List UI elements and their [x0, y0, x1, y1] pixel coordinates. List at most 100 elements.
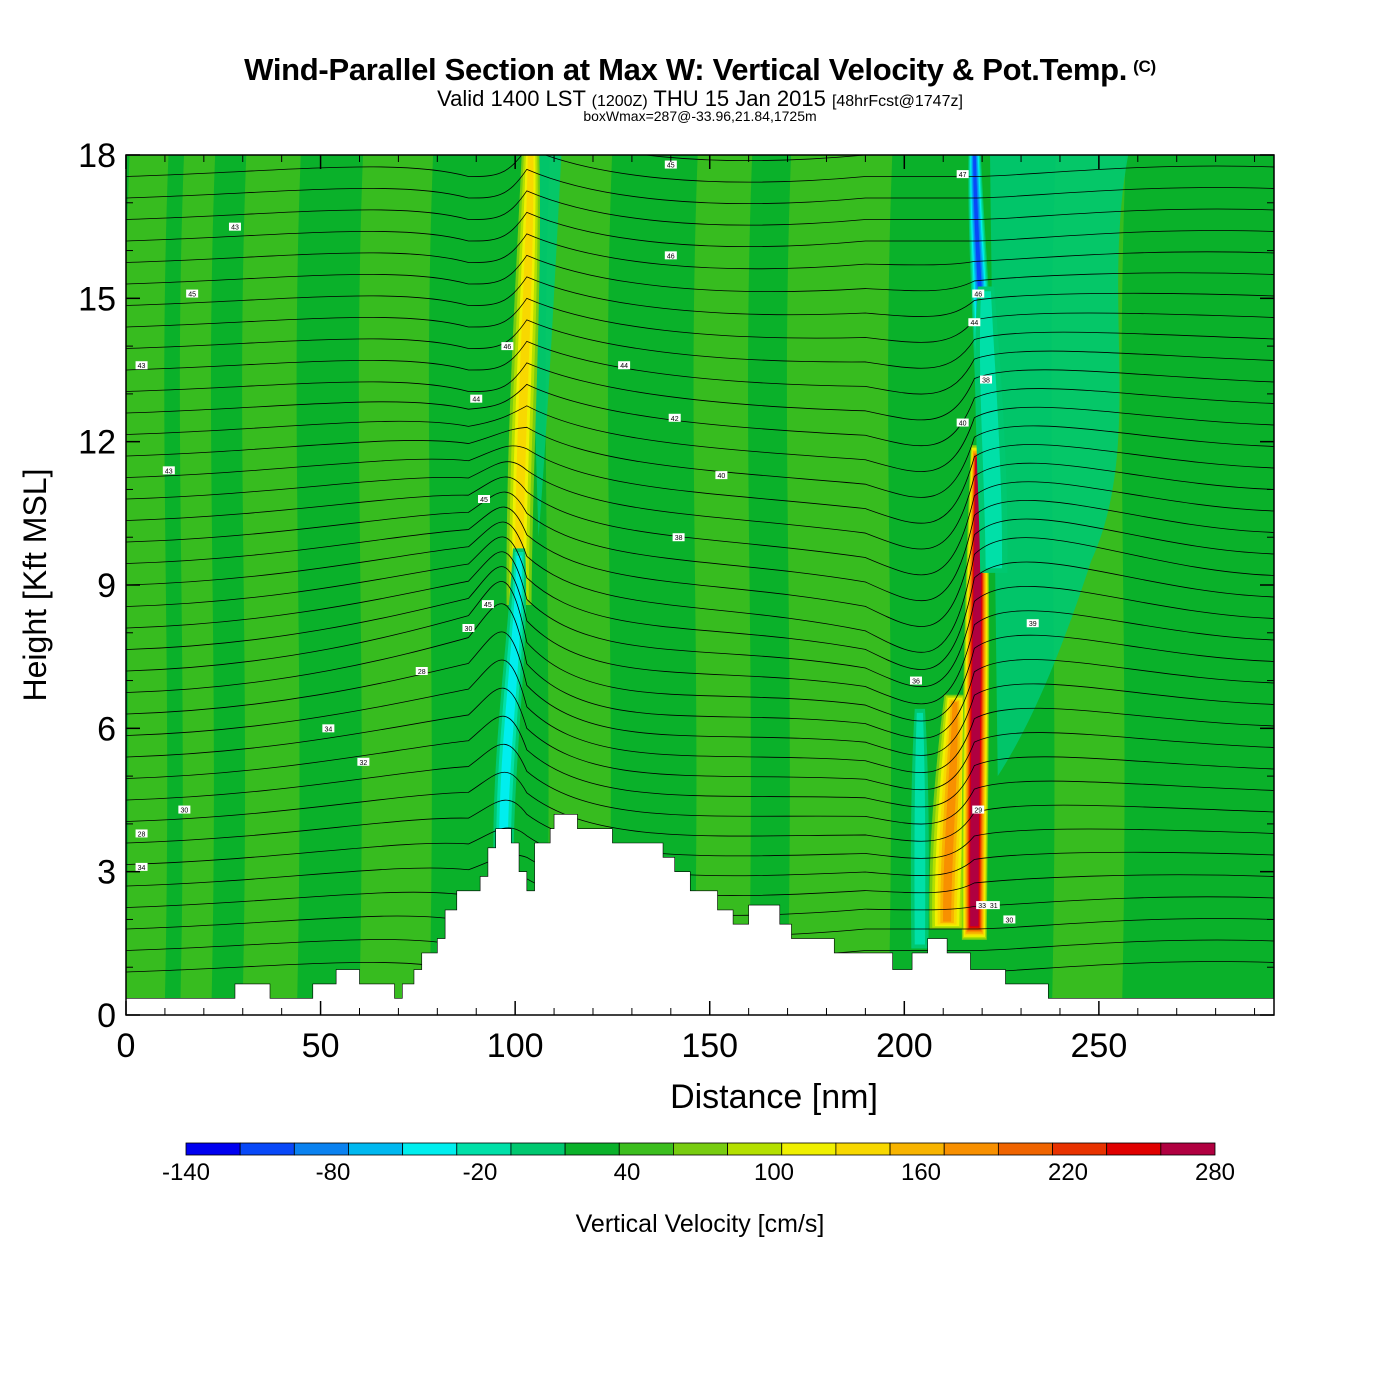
theta-contour-line	[126, 168, 1274, 205]
contour-label: 47	[956, 170, 969, 179]
theta-contour-line	[126, 444, 1274, 524]
colorbar-tick-label: -20	[463, 1159, 498, 1186]
contour-label-bg	[228, 222, 241, 231]
contour-label-bg	[478, 495, 491, 503]
contour-label-text: 45	[667, 163, 675, 170]
contour-label-bg	[470, 394, 483, 403]
contour-label-text: 28	[418, 669, 426, 676]
contour-label-bg	[956, 170, 969, 179]
contour-label-text: 36	[912, 679, 920, 686]
contour-label-bg	[972, 289, 985, 298]
colorbar-tick-label: 100	[754, 1159, 794, 1186]
contour-label: 29	[972, 805, 985, 815]
contour-label-bg	[481, 600, 494, 609]
colorbar-swatch	[1052, 1142, 1108, 1156]
contour-label-text: 30	[1005, 917, 1013, 924]
theta-contour-line	[126, 155, 1274, 183]
downdraft-plume	[979, 291, 1003, 569]
chart-title: Wind-Parallel Section at Max W: Vertical…	[0, 52, 1400, 88]
contour-label: 45	[481, 600, 494, 609]
contour-label: 34	[135, 862, 148, 872]
contour-label-bg	[972, 805, 985, 814]
contour-label: 34	[322, 724, 335, 733]
colorbar-swatch	[564, 1142, 620, 1156]
downdraft-plume	[499, 555, 522, 849]
theta-contour-line	[126, 521, 1274, 653]
contour-label-text: 46	[503, 344, 511, 351]
y-tick-label: 6	[97, 710, 116, 748]
valid-date: THU 15 Jan 2015	[653, 86, 826, 111]
contour-label-text: 38	[982, 378, 990, 385]
theta-contour-line	[126, 566, 1274, 705]
x-tick-label: 50	[302, 1027, 340, 1065]
contour-label: 44	[968, 318, 981, 327]
updraft-plume	[514, 155, 534, 592]
contour-label-text: 30	[180, 808, 188, 815]
theta-contour-line	[126, 581, 1274, 722]
contour-label-text: 44	[472, 397, 480, 404]
contour-label-text: 29	[974, 808, 982, 815]
contour-label-text: 43	[231, 225, 239, 232]
contour-label-bg	[462, 624, 475, 632]
theta-contour-line	[126, 476, 1274, 576]
theta-contour-line	[126, 190, 1274, 226]
theta-contour-line	[126, 771, 1274, 842]
theta-contour-line	[126, 536, 1274, 670]
x-tick-label: 200	[876, 1027, 933, 1065]
contour-label: 45	[186, 289, 199, 299]
contour-label-text: 31	[990, 903, 998, 910]
theta-contour-line	[126, 340, 1274, 395]
contour-label-bg	[664, 251, 677, 260]
valid-time-main: Valid 1400 LST	[437, 86, 586, 111]
contour-label-text: 43	[165, 468, 173, 475]
colorbar-swatch	[1106, 1142, 1162, 1156]
y-tick-label: 15	[78, 280, 116, 318]
contour-label-text: 32	[359, 760, 367, 767]
contour-label: 30	[1003, 915, 1016, 924]
y-tick-label: 18	[78, 137, 116, 175]
theta-contour-line	[126, 105, 1274, 139]
contour-label-bg	[664, 160, 677, 169]
colorbar-swatch	[781, 1142, 837, 1156]
colorbar-swatch	[510, 1142, 566, 1156]
x-tick-label: 100	[487, 1027, 544, 1065]
colorbar-tick-label: -140	[162, 1159, 210, 1186]
contour-label-bg	[186, 289, 199, 298]
contour-label: 45	[478, 495, 491, 504]
contour-label-text: 43	[138, 363, 146, 370]
colorbar-swatch	[673, 1142, 728, 1156]
theta-contour-line	[126, 603, 1274, 739]
contour-label: 45	[664, 160, 677, 170]
contour-label-text: 40	[959, 421, 967, 428]
contour-label: 44	[470, 394, 483, 404]
field-band	[693, 155, 753, 1001]
contour-label: 38	[672, 533, 685, 542]
contour-label-text: 47	[959, 172, 967, 179]
contour-label-text: 30	[465, 626, 473, 633]
contour-label-bg	[1003, 915, 1016, 924]
contour-label-text: 45	[188, 292, 196, 299]
contour-label-text: 46	[974, 292, 982, 299]
field-downdraft-region	[990, 155, 1129, 777]
contour-label-text: 40	[718, 473, 726, 480]
contour-label: 40	[956, 418, 969, 428]
theta-contour-line	[126, 799, 1274, 859]
y-tick-label: 0	[97, 997, 116, 1035]
contour-label: 46	[972, 289, 985, 299]
colorbar-label: Vertical Velocity [cm/s]	[576, 1210, 825, 1238]
theta-contour-line	[126, 631, 1274, 756]
colorbar-tick-label: 40	[614, 1159, 641, 1186]
theta-contour-line	[126, 461, 1274, 550]
contour-label-bg	[976, 901, 989, 910]
theta-contour-line	[126, 405, 1274, 472]
y-tick-label: 3	[97, 854, 116, 892]
theta-contour-line	[126, 687, 1274, 791]
contour-label-bg	[968, 318, 981, 327]
x-axis-label: Distance [nm]	[670, 1078, 878, 1116]
contour-label: 46	[501, 342, 514, 351]
contour-label-bg	[415, 667, 428, 675]
field-band	[545, 155, 613, 1001]
contour-label: 39	[1026, 619, 1039, 628]
contour-label-text: 38	[675, 535, 683, 542]
colorbar-swatch	[456, 1142, 512, 1156]
